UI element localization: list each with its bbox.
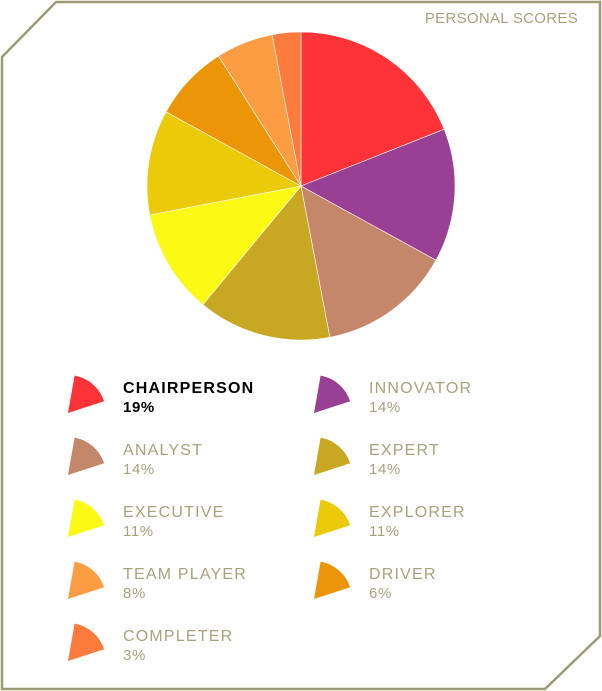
legend-value: 14% bbox=[369, 461, 401, 478]
legend-item-explorer[interactable]: EXPLORER 11% bbox=[313, 499, 533, 545]
legend-wedge-icon bbox=[314, 375, 351, 413]
legend-wedge-icon bbox=[68, 437, 105, 475]
panel-title: PERSONAL SCORES bbox=[424, 10, 578, 27]
legend-item-driver[interactable]: DRIVER 6% bbox=[313, 561, 533, 607]
legend-wedge-icon bbox=[68, 499, 105, 537]
legend-item-chairperson[interactable]: CHAIRPERSON 19% bbox=[67, 375, 287, 421]
pie-chart bbox=[146, 31, 456, 341]
legend-value: 6% bbox=[369, 585, 392, 602]
legend-item-expert[interactable]: EXPERT 14% bbox=[313, 437, 533, 483]
legend-item-completer[interactable]: COMPLETER 3% bbox=[67, 623, 287, 669]
legend-value: 14% bbox=[123, 461, 155, 478]
legend-item-team-player[interactable]: TEAM PLAYER 8% bbox=[67, 561, 287, 607]
legend-wedge-icon bbox=[314, 561, 351, 599]
legend-label: CHAIRPERSON bbox=[123, 380, 255, 397]
legend-wedge-icon bbox=[314, 437, 351, 475]
legend-value: 11% bbox=[369, 523, 400, 540]
legend-item-executive[interactable]: EXECUTIVE 11% bbox=[67, 499, 287, 545]
legend-value: 14% bbox=[369, 399, 401, 416]
legend-label: DRIVER bbox=[369, 566, 437, 583]
legend-value: 11% bbox=[123, 523, 154, 540]
pie-slice-analyst[interactable] bbox=[300, 185, 437, 338]
legend-wedge-icon bbox=[68, 375, 105, 413]
legend-label: COMPLETER bbox=[123, 628, 234, 645]
legend-wedge-icon bbox=[314, 499, 351, 537]
pie-slice-expert[interactable] bbox=[202, 185, 331, 341]
pie-slice-executive[interactable] bbox=[149, 185, 302, 306]
legend-label: INNOVATOR bbox=[369, 380, 473, 397]
pie-slice-completer[interactable] bbox=[271, 31, 302, 187]
legend-item-innovator[interactable]: INNOVATOR 14% bbox=[313, 375, 533, 421]
legend-value: 19% bbox=[123, 399, 155, 416]
legend-item-analyst[interactable]: ANALYST 14% bbox=[67, 437, 287, 483]
legend-label: EXECUTIVE bbox=[123, 504, 225, 521]
legend-label: EXPERT bbox=[369, 442, 440, 459]
legend-label: TEAM PLAYER bbox=[123, 566, 248, 583]
legend-wedge-icon bbox=[68, 623, 105, 661]
pie-slice-explorer[interactable] bbox=[146, 111, 302, 216]
legend-label: EXPLORER bbox=[369, 504, 466, 521]
legend-value: 8% bbox=[123, 585, 146, 602]
pie-slice-innovator[interactable] bbox=[300, 128, 456, 261]
legend-label: ANALYST bbox=[123, 442, 204, 459]
legend-wedge-icon bbox=[68, 561, 105, 599]
legend-value: 3% bbox=[123, 647, 146, 664]
pie-slice-chairperson[interactable] bbox=[300, 31, 445, 187]
